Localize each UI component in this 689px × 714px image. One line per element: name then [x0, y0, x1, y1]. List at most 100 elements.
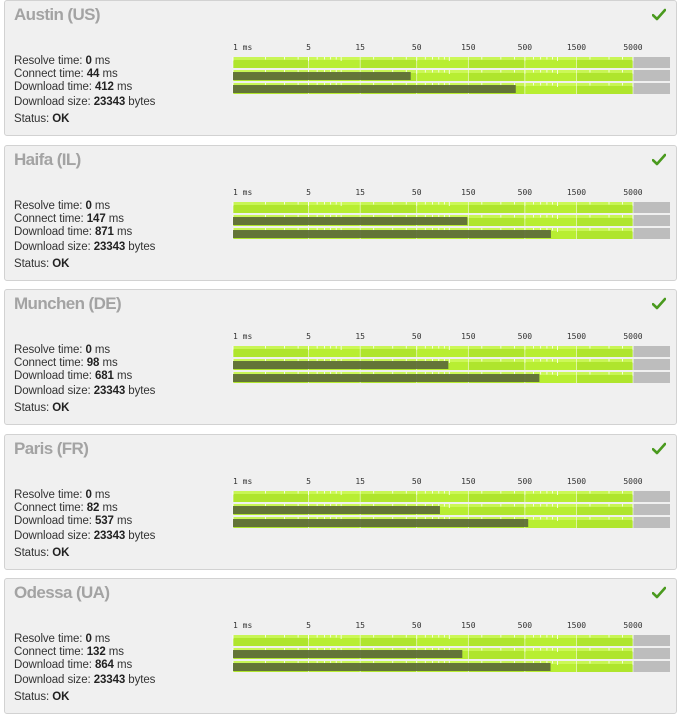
tick-label: 5	[306, 43, 311, 52]
track-green	[233, 201, 633, 213]
tick-label: 15	[355, 477, 365, 486]
track-band	[468, 70, 525, 81]
track-band	[360, 490, 417, 502]
tick-label: 150	[461, 477, 476, 486]
resolve-time-label: Resolve time:	[14, 55, 83, 67]
track-green	[233, 57, 633, 68]
track-band	[576, 70, 633, 81]
download-time-bar	[233, 518, 529, 527]
location-panel-munchen-de: Munchen (DE) Resolve time: 0 ms Connect …	[4, 289, 677, 425]
track-highlight	[233, 70, 633, 73]
track-highlight	[233, 83, 633, 86]
check-icon	[652, 153, 666, 165]
location-title: Austin (US)	[14, 5, 101, 24]
download-size-label: Download size:	[14, 674, 91, 686]
download-time-value: 864	[94, 659, 114, 671]
status-value: OK	[52, 113, 70, 125]
status-row: Status: OK	[14, 258, 155, 271]
download-time-value: 871	[94, 225, 114, 238]
tick-label: 5000	[623, 188, 642, 197]
download-size-label: Download size:	[14, 385, 91, 397]
download-size-unit: bytes	[128, 96, 156, 108]
track-band	[233, 201, 309, 213]
location-title: Munchen (DE)	[14, 294, 122, 313]
connect-time-row: Connect time: 44 ms	[14, 68, 155, 81]
download-time-unit: ms	[116, 81, 133, 93]
track-band	[468, 490, 525, 502]
check-icon	[652, 586, 666, 599]
download-size-row: Download size: 23343 bytes	[14, 674, 155, 687]
resolve-time-row: Resolve time: 0 ms	[14, 200, 155, 213]
track-band	[576, 516, 633, 528]
tick-label: 1 ms	[233, 188, 252, 197]
connect-time-unit: ms	[108, 212, 124, 225]
download-time-label: Download time:	[14, 225, 92, 238]
track-highlight	[233, 516, 633, 520]
download-size-unit: bytes	[128, 385, 156, 397]
tick-label: 500	[518, 43, 533, 52]
tick-label: 1500	[567, 477, 586, 486]
tick-label: 5	[306, 621, 311, 630]
connect-time-value: 44	[86, 68, 100, 80]
track-highlight	[233, 490, 633, 494]
location-title: Paris (FR)	[14, 438, 89, 458]
resolve-time-unit: ms	[94, 199, 111, 212]
track-highlight	[233, 372, 633, 375]
download-time-value: 681	[94, 370, 114, 382]
connect-time-value: 82	[86, 501, 100, 514]
download-size-value: 23343	[93, 240, 126, 253]
connect-time-row: Connect time: 132 ms	[14, 646, 155, 659]
connect-time-label: Connect time:	[14, 357, 84, 369]
status-label: Status:	[14, 691, 50, 703]
timing-stats: Resolve time: 0 ms Connect time: 147 ms …	[14, 200, 155, 271]
track-band	[576, 359, 633, 370]
download-size-label: Download size:	[14, 240, 91, 253]
download-size-value: 23343	[93, 96, 126, 108]
status-value: OK	[52, 402, 70, 414]
connect-time-bar	[233, 505, 440, 514]
connect-time-value: 132	[86, 646, 106, 658]
download-time-row: Download time: 412 ms	[14, 81, 155, 94]
resolve-time-label: Resolve time:	[14, 344, 83, 356]
track-highlight	[233, 635, 633, 638]
tick-label: 500	[518, 477, 533, 486]
resolve-time-value: 0	[85, 633, 92, 645]
connect-time-unit: ms	[102, 357, 118, 369]
resolve-time-value: 0	[85, 199, 92, 212]
connect-time-unit: ms	[108, 646, 124, 658]
download-size-label: Download size:	[14, 529, 91, 542]
check-icon	[652, 442, 666, 454]
download-size-unit: bytes	[128, 529, 156, 542]
download-time-label: Download time:	[14, 370, 92, 382]
status-value: OK	[52, 691, 70, 703]
track-band	[233, 346, 309, 357]
track-band	[233, 57, 309, 68]
tick-label: 150	[461, 332, 476, 341]
connect-time-row: Connect time: 98 ms	[14, 357, 155, 370]
location-title: Haifa (IL)	[14, 149, 81, 169]
download-size-row: Download size: 23343 bytes	[14, 530, 155, 543]
download-size-row: Download size: 23343 bytes	[14, 385, 155, 398]
track-band	[233, 635, 309, 646]
resolve-time-row: Resolve time: 0 ms	[14, 55, 155, 68]
tick-label: 500	[518, 332, 533, 341]
track-band	[360, 201, 417, 213]
connect-time-unit: ms	[102, 68, 118, 80]
resolve-time-label: Resolve time:	[14, 199, 83, 212]
tick-label: 1 ms	[233, 43, 252, 52]
download-time-unit: ms	[116, 370, 133, 382]
resolve-time-value: 0	[85, 488, 92, 501]
track-band	[360, 346, 417, 357]
timing-stats: Resolve time: 0 ms Connect time: 82 ms D…	[14, 489, 155, 560]
connect-time-value: 98	[86, 357, 100, 369]
download-size-label: Download size:	[14, 96, 91, 108]
download-time-row: Download time: 537 ms	[14, 515, 155, 528]
track-highlight	[233, 359, 633, 362]
tick-label: 15	[355, 188, 365, 197]
resolve-time-label: Resolve time:	[14, 488, 83, 501]
tick-label: 150	[461, 188, 476, 197]
download-time-row: Download time: 681 ms	[14, 370, 155, 383]
tick-label: 1500	[567, 43, 586, 52]
check-icon	[652, 8, 666, 21]
tick-label: 5000	[623, 621, 642, 630]
